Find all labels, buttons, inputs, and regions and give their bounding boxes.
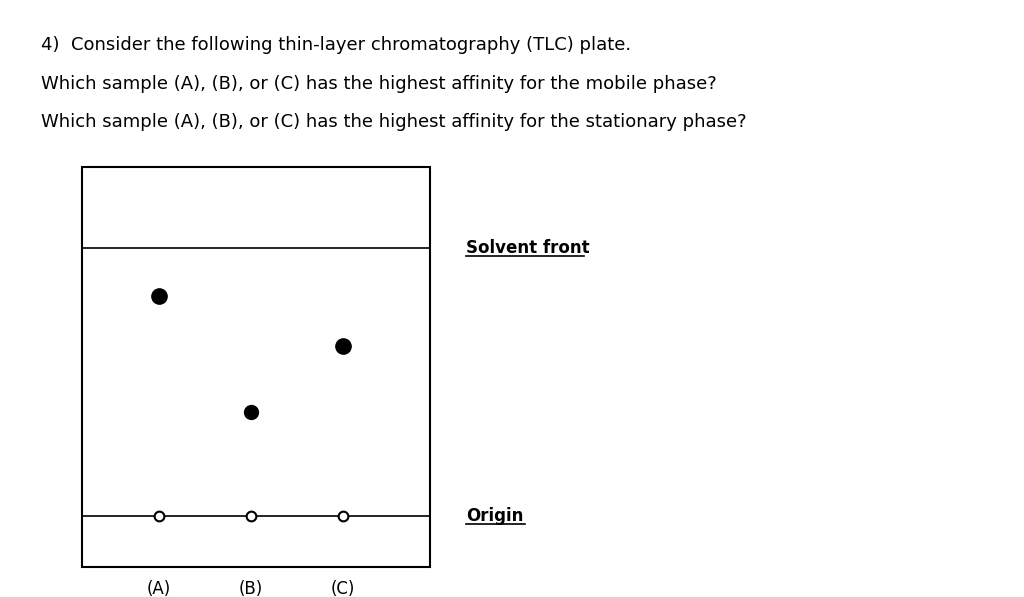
Text: Which sample (A), (B), or (C) has the highest affinity for the mobile phase?: Which sample (A), (B), or (C) has the hi… (41, 75, 717, 93)
Text: Which sample (A), (B), or (C) has the highest affinity for the stationary phase?: Which sample (A), (B), or (C) has the hi… (41, 113, 746, 131)
Bar (82, 167, 430, 567)
Text: (B): (B) (239, 580, 263, 597)
Text: (C): (C) (331, 580, 355, 597)
Text: Solvent front: Solvent front (466, 239, 590, 257)
Text: Origin: Origin (466, 507, 523, 525)
Text: (A): (A) (146, 580, 171, 597)
Text: 4)  Consider the following thin-layer chromatography (TLC) plate.: 4) Consider the following thin-layer chr… (41, 36, 631, 54)
